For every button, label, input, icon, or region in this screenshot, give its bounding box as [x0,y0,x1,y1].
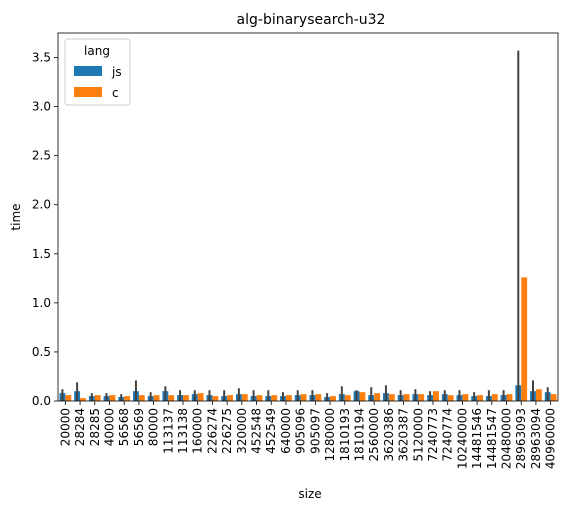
bar-c-28963093 [521,277,528,401]
x-tick-label: 3620387 [397,408,411,461]
x-tick-label: 2560000 [367,408,381,461]
x-tick-label: 28285 [88,408,102,446]
y-tick-label: 1.0 [32,296,51,310]
chart-title: alg-binarysearch-u32 [237,12,386,28]
legend-label-c: c [112,86,119,100]
y-tick-label: 3.5 [32,51,51,65]
legend-swatch-js [74,66,102,76]
bars-layer [59,277,557,401]
y-axis-label: time [9,203,23,230]
y-axis: 0.0 0.5 1.0 1.5 2.0 2.5 3.0 3.5 [32,51,58,408]
bar-c-7240774 [447,395,454,401]
x-tick-label: 160000 [191,408,205,454]
x-tick-label: 28284 [73,408,87,446]
x-tick-label: 905096 [294,408,308,454]
x-tick-label: 10240000 [455,408,469,469]
y-tick-label: 2.5 [32,149,51,163]
x-tick-label: 28963093 [514,408,528,469]
bar-c-20000 [65,395,72,401]
error-bars-layer [61,50,549,401]
bar-c-640000 [285,395,292,401]
bar-c-3620387 [403,394,410,401]
x-tick-label: 113137 [161,408,175,454]
x-axis: 20000 28284 28285 40000 56568 56569 80000 11313… [58,401,558,469]
bar-c-80000 [153,395,160,401]
x-tick-label: 1810194 [352,408,366,461]
bar-c-1280000 [330,396,336,401]
x-tick-label: 905097 [308,408,322,454]
x-tick-label: 56568 [117,408,131,446]
bar-c-40000 [109,395,116,401]
x-tick-label: 1810193 [338,408,352,461]
bar-c-1810194 [359,392,366,401]
x-tick-label: 1280000 [323,408,337,461]
x-tick-label: 113138 [176,408,190,454]
x-tick-label: 3620386 [382,408,396,461]
bar-c-113138 [183,395,189,401]
bar-c-452549 [271,395,278,401]
x-tick-label: 5120000 [411,408,425,461]
x-tick-label: 226275 [220,408,234,454]
bar-c-160000 [197,393,204,401]
bar-c-905096 [300,394,307,401]
bar-c-14481547 [491,394,498,401]
legend: lang js c [64,38,131,106]
y-tick-label: 1.5 [32,247,51,261]
bar-c-2560000 [374,393,381,401]
x-tick-label: 14481546 [470,408,484,469]
x-tick-label: 40960000 [544,408,558,469]
bar-c-1810193 [344,395,351,401]
y-tick-label: 3.0 [32,100,51,114]
y-tick-label: 0.5 [32,345,51,359]
x-tick-label: 226274 [205,408,219,454]
legend-title: lang [84,44,110,58]
x-tick-label: 320000 [235,408,249,454]
bar-c-905097 [315,394,322,401]
x-tick-label: 20480000 [500,408,514,469]
bar-c-5120000 [418,394,425,401]
legend-label-js: js [111,65,122,79]
bar-c-28963094 [535,389,542,401]
x-tick-label: 452549 [264,408,278,454]
bar-c-40960000 [550,394,557,401]
bar-c-320000 [241,394,248,401]
x-tick-label: 7240774 [441,408,455,461]
bar-c-28284 [80,398,86,401]
x-tick-label: 56569 [132,408,146,446]
y-tick-label: 2.0 [32,198,51,212]
x-tick-label: 7240773 [426,408,440,461]
y-tick-label: 0.0 [32,394,51,408]
x-tick-label: 80000 [147,408,161,446]
bar-c-226275 [227,395,233,401]
bar-c-7240773 [433,391,439,401]
bar-c-28285 [94,395,101,401]
x-tick-label: 40000 [102,408,116,446]
x-tick-label: 14481547 [485,408,499,469]
bar-c-56568 [124,396,131,401]
bar-c-20480000 [506,394,513,401]
x-tick-label: 20000 [58,408,72,446]
legend-swatch-c [74,87,102,97]
bar-c-10240000 [462,394,469,401]
x-tick-label: 640000 [279,408,293,454]
x-tick-label: 452548 [250,408,264,454]
plot-frame [57,32,559,402]
x-tick-label: 28963094 [529,408,543,469]
bar-c-56569 [138,395,145,401]
x-axis-label: size [298,487,321,501]
bar-c-14481546 [477,395,483,401]
bar-c-3620386 [388,394,395,401]
bar-c-113137 [168,395,175,401]
bar-c-452548 [256,395,263,401]
bar-c-226274 [212,396,219,401]
